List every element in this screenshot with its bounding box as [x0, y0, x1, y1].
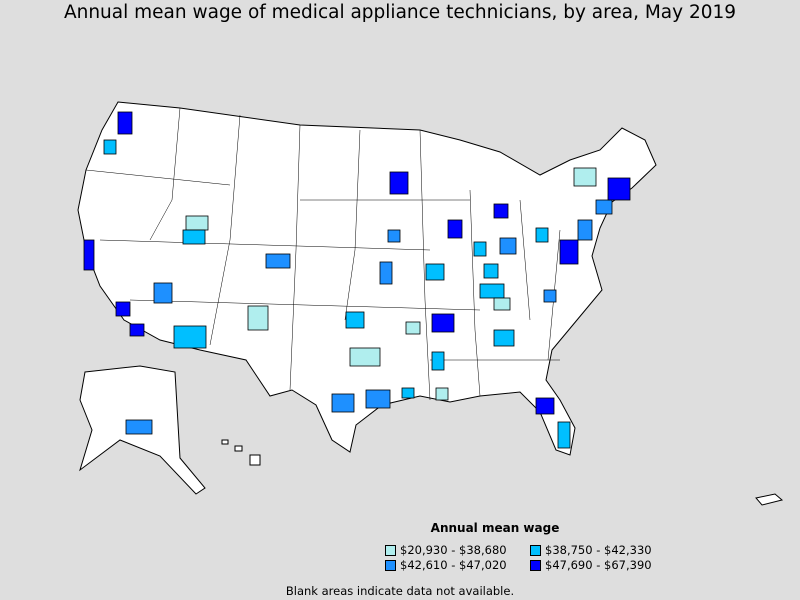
wage-area [185, 215, 209, 231]
puerto-rico [755, 493, 784, 506]
wage-areas [83, 111, 631, 449]
wage-area [83, 239, 95, 271]
wage-area [425, 263, 445, 281]
legend-label: $38,750 - $42,330 [545, 543, 652, 557]
legend: Annual mean wage $20,930 - $38,680 $38,7… [385, 521, 675, 572]
wage-area [401, 387, 415, 399]
wage-area [265, 253, 291, 269]
wage-area [389, 171, 409, 195]
wage-area [493, 329, 515, 347]
wage-area [129, 323, 145, 337]
wage-area [173, 325, 207, 349]
wage-area [493, 297, 511, 311]
wage-area [431, 313, 455, 333]
legend-label: $42,610 - $47,020 [400, 558, 507, 572]
legend-label: $20,930 - $38,680 [400, 543, 507, 557]
legend-label: $47,690 - $67,390 [545, 558, 652, 572]
wage-area [379, 261, 393, 285]
wage-area [499, 237, 517, 255]
wage-area [349, 347, 381, 367]
wage-area [103, 139, 117, 155]
wage-area [447, 219, 463, 239]
legend-swatch [530, 544, 541, 556]
wage-area [493, 203, 509, 219]
wage-area [483, 263, 499, 279]
wage-area [473, 241, 487, 257]
wage-area [247, 305, 269, 331]
legend-item: $20,930 - $38,680 [385, 543, 530, 557]
wage-area [115, 301, 131, 317]
legend-item: $38,750 - $42,330 [530, 543, 675, 557]
wage-area [153, 282, 173, 304]
map-title: Annual mean wage of medical appliance te… [63, 2, 737, 23]
wage-area [387, 229, 401, 243]
footnote: Blank areas indicate data not available. [285, 584, 515, 598]
wage-area [543, 289, 557, 303]
legend-item: $47,690 - $67,390 [530, 558, 675, 572]
wage-area [479, 283, 505, 299]
wage-area [182, 229, 206, 245]
wage-area [431, 351, 445, 371]
wage-area [345, 311, 365, 329]
wage-area [557, 421, 571, 449]
wage-area [595, 199, 613, 215]
wage-area [607, 177, 631, 201]
legend-swatch [530, 559, 541, 571]
wage-area [125, 419, 153, 435]
legend-item: $42,610 - $47,020 [385, 558, 530, 572]
legend-swatch [385, 544, 396, 556]
legend-swatch [385, 559, 396, 571]
wage-area [405, 321, 421, 335]
wage-area [435, 387, 449, 401]
wage-area [331, 393, 355, 413]
wage-area [559, 239, 579, 265]
wage-area [535, 227, 549, 243]
legend-title: Annual mean wage [430, 521, 560, 535]
wage-area [365, 389, 391, 409]
wage-area [577, 219, 593, 241]
wage-area [535, 397, 555, 415]
hawaii [221, 439, 261, 466]
wage-area [573, 167, 597, 187]
wage-area [117, 111, 133, 135]
